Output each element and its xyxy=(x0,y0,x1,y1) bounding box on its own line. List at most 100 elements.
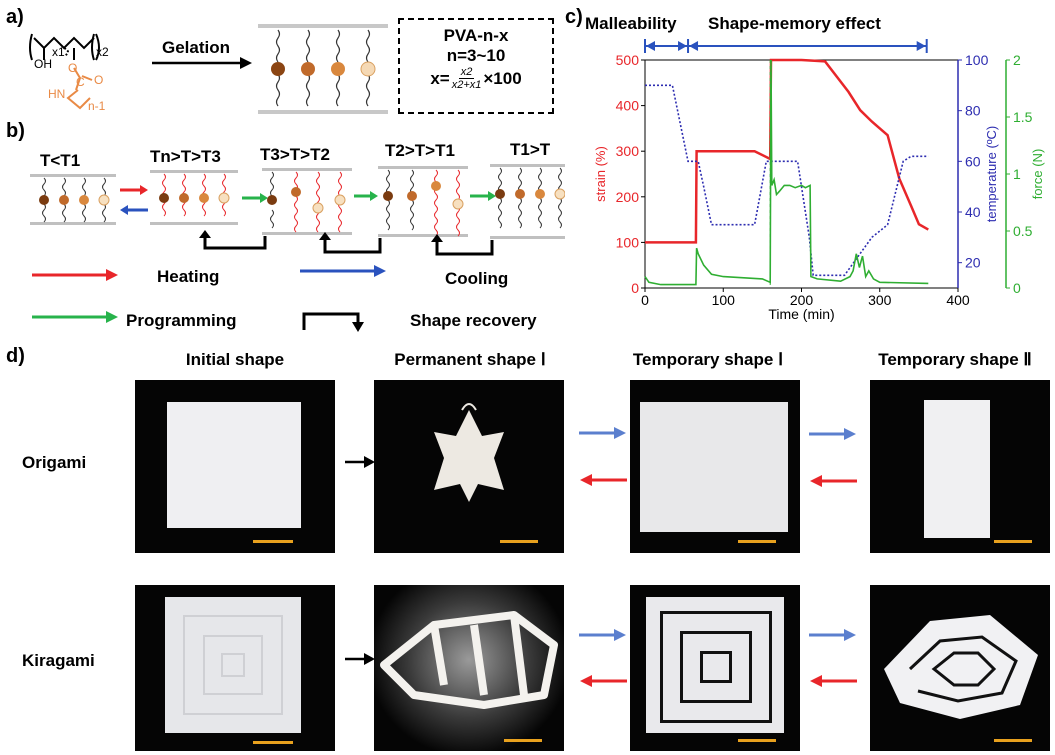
panel-a-label: a) xyxy=(6,6,24,28)
x-tick-label-4: 400 xyxy=(946,292,970,308)
scale-bar xyxy=(253,540,293,543)
state-schematics xyxy=(30,164,565,256)
col-header-temporary-1: Temporary shape Ⅰ xyxy=(632,350,784,369)
panel-d-label: d) xyxy=(6,345,25,367)
kiragami-blue-arrow-1 xyxy=(579,629,626,641)
state-3-schematic xyxy=(262,168,352,235)
kiragami-3d-shape xyxy=(380,611,558,709)
heating-arrow xyxy=(32,269,118,281)
x-tick-label-3: 300 xyxy=(868,292,892,308)
kiragami-permanent-photo xyxy=(374,585,564,751)
y-tick-label-1-1: 40 xyxy=(965,204,981,220)
malleability-label: Malleability xyxy=(585,14,677,33)
state-5-schematic xyxy=(490,164,565,239)
y-tick-label-0-4: 400 xyxy=(616,98,640,114)
scale-bar xyxy=(738,540,776,543)
shape-recovery-label: Shape recovery xyxy=(410,311,537,330)
panel-b-label: b) xyxy=(6,120,25,142)
kiragami-temporary-1-photo xyxy=(630,585,800,751)
panel-c-label: c) xyxy=(565,6,583,28)
eq-o-label: O xyxy=(94,73,103,87)
x-axis-label: Time (min) xyxy=(768,306,834,322)
box-formula: x= x2 x2+x1 ×100 xyxy=(400,66,552,91)
origami-blue-arrow-1 xyxy=(579,427,626,439)
state-label-5: T1>T xyxy=(510,140,551,159)
heating-label: Heating xyxy=(157,267,220,286)
state-label-1: T<T1 xyxy=(40,151,81,170)
phase-arrowhead-2 xyxy=(678,41,688,51)
x-tick-label-2: 200 xyxy=(790,292,814,308)
state-4-schematic xyxy=(378,166,468,237)
x-tick-label-1: 100 xyxy=(712,292,736,308)
origami-blue-arrow-2 xyxy=(809,428,856,440)
box-title: PVA-n-x xyxy=(443,26,509,45)
hn-label: HN xyxy=(48,87,65,101)
c-label: C xyxy=(76,75,85,89)
paper-square xyxy=(165,597,301,733)
y-tick-label-1-0: 20 xyxy=(965,255,981,271)
y-tick-label-2-2: 1 xyxy=(1013,166,1021,182)
scale-bar xyxy=(738,739,776,742)
gelation-arrow xyxy=(152,57,252,69)
box-fraction: x2 x2+x1 xyxy=(452,66,482,91)
origami-temporary-1-photo xyxy=(630,380,800,553)
y-axis-label-2: force (N) xyxy=(1030,149,1045,200)
sub-x1: x1 xyxy=(52,45,65,59)
state-1-schematic xyxy=(30,174,116,225)
kiragami-arrow-1 xyxy=(345,653,375,665)
box-frac-den: x2+x1 xyxy=(451,79,482,91)
gelation-label: Gelation xyxy=(162,38,231,57)
state-label-3: T3>T>T2 xyxy=(260,145,330,164)
y-tick-label-2-4: 2 xyxy=(1013,52,1021,68)
y-tick-label-0-5: 500 xyxy=(616,52,640,68)
y-tick-label-0-1: 100 xyxy=(616,234,640,250)
cooling-label: Cooling xyxy=(445,269,509,288)
scale-bar xyxy=(504,739,542,742)
y-tick-label-1-2: 60 xyxy=(965,153,981,169)
sub-x2: x2 xyxy=(96,45,109,59)
phase-arrowhead-1 xyxy=(646,41,655,51)
series-line-1 xyxy=(645,84,929,277)
y-axis-label-1: temperature (ºC) xyxy=(984,126,999,223)
n-minus-1-label: n-1 xyxy=(88,99,106,113)
kiragami-red-arrow-1 xyxy=(580,675,627,687)
row-label-kiragami: Kiragami xyxy=(22,651,95,670)
state-2-schematic xyxy=(150,170,238,225)
gel-network-illustration xyxy=(258,24,388,114)
phase-arrowhead-3 xyxy=(689,41,699,51)
oh-label: OH xyxy=(34,57,52,71)
state-label-4: T2>T>T1 xyxy=(385,141,455,160)
origami-arrow-1 xyxy=(345,456,375,468)
series-line-0 xyxy=(645,58,929,244)
box-x-suffix: ×100 xyxy=(483,68,522,88)
y-tick-label-2-3: 1.5 xyxy=(1013,109,1033,125)
y-tick-label-0-2: 200 xyxy=(616,189,640,205)
state-label-2: Tn>T>T3 xyxy=(150,147,221,166)
shape-recovery-arrow xyxy=(302,312,364,332)
pva-n-x-box: PVA-n-x n=3~10 x= x2 x2+x1 ×100 xyxy=(398,18,554,114)
kiragami-blue-arrow-2 xyxy=(809,629,856,641)
box-n: n=3~10 xyxy=(446,46,506,65)
paper-spiral xyxy=(646,597,784,733)
box-frac-num: x2 xyxy=(458,66,475,79)
series-line-2 xyxy=(644,59,929,286)
scale-bar xyxy=(253,741,293,744)
y-tick-label-0-0: 0 xyxy=(631,280,639,296)
scale-bar xyxy=(994,540,1032,543)
programming-label: Programming xyxy=(126,311,237,330)
cooling-arrow xyxy=(300,265,386,277)
origami-turtle-shape xyxy=(434,403,504,502)
y-tick-label-2-0: 0 xyxy=(1013,280,1021,296)
shape-memory-label: Shape-memory effect xyxy=(708,14,881,33)
origami-temporary-2-photo xyxy=(870,380,1050,553)
y-axis-label-0: strain (%) xyxy=(593,146,608,202)
col-header-permanent: Permanent shape Ⅰ xyxy=(394,350,546,369)
kiragami-temporary-2-photo xyxy=(870,585,1050,751)
x-tick-label-0: 0 xyxy=(641,292,649,308)
y-tick-label-1-4: 100 xyxy=(965,52,989,68)
kiragami-stretched-shape xyxy=(884,615,1038,719)
origami-red-arrow-2 xyxy=(810,475,857,487)
kiragami-red-arrow-2 xyxy=(810,675,857,687)
pva-structure: x1 x2 OH O C O HN n-1 xyxy=(29,33,109,113)
